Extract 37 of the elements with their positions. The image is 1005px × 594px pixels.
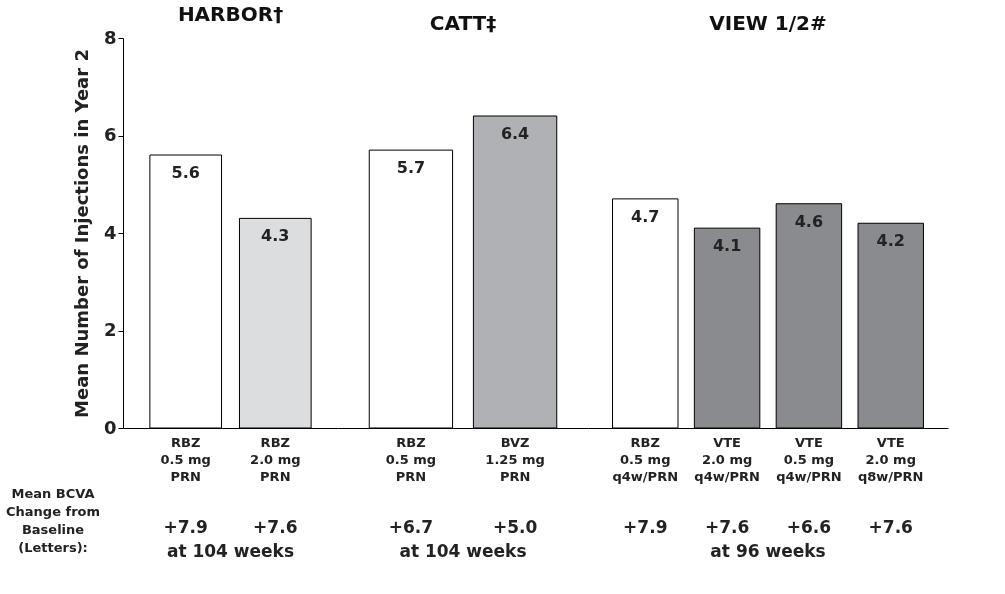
text: +5.0 <box>492 517 538 537</box>
y-tick-label: 0 <box>103 416 117 438</box>
x-tick-label: RBZ 0.5 mg PRN <box>160 434 211 484</box>
text: at 104 weeks <box>166 541 295 561</box>
x-tick-label: VTE 0.5 mg q4w/PRN <box>776 434 842 484</box>
y-tick-label: 2 <box>103 319 117 340</box>
x-tick-label: VTE 2.0 mg q8w/PRN <box>857 434 924 484</box>
text: +7.9 <box>623 517 668 537</box>
data-label: 4.1 <box>712 236 742 256</box>
text: Mean BCVA Change from Baseline (Letters): <box>5 486 101 555</box>
x-tick-label: VTE 2.0 mg q4w/PRN <box>694 434 760 484</box>
data-label: 4.2 <box>876 231 905 251</box>
chart-title: HARBOR† <box>177 2 284 26</box>
chart-title: VIEW 1/2# <box>709 11 827 35</box>
text: at 96 weeks <box>710 541 826 561</box>
y-tick-label: 8 <box>103 26 117 48</box>
y-tick-label: 4 <box>103 221 117 243</box>
text: +7.9 <box>163 517 208 537</box>
data-label: 4.3 <box>261 226 290 246</box>
data-label: 6.4 <box>500 124 530 143</box>
x-tick-label: BVZ 1.25 mg PRN <box>485 434 545 484</box>
text: +6.7 <box>388 517 434 537</box>
data-label: 4.7 <box>631 206 660 226</box>
y-axis-title: Mean Number of Injections in Year 2 <box>70 49 92 418</box>
text: +7.6 <box>253 517 298 537</box>
data-label: 5.6 <box>171 163 200 182</box>
data-label: 5.7 <box>396 158 426 178</box>
text: +7.6 <box>868 517 913 537</box>
chart-title: CATT‡ <box>429 11 497 35</box>
text: +6.6 <box>786 517 832 537</box>
text: at 104 weeks <box>399 541 527 561</box>
x-tick-label: RBZ 2.0 mg PRN <box>250 434 301 484</box>
x-tick-label: RBZ 0.5 mg q4w/PRN <box>612 434 679 484</box>
x-tick-label: RBZ 0.5 mg PRN <box>385 434 437 484</box>
data-label: 4.6 <box>794 211 824 231</box>
text: +7.6 <box>704 517 750 537</box>
y-tick-label: 6 <box>103 124 117 145</box>
